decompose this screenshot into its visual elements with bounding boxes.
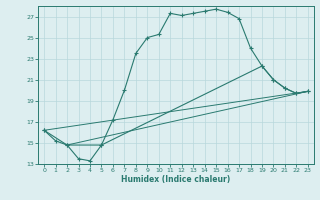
X-axis label: Humidex (Indice chaleur): Humidex (Indice chaleur) <box>121 175 231 184</box>
